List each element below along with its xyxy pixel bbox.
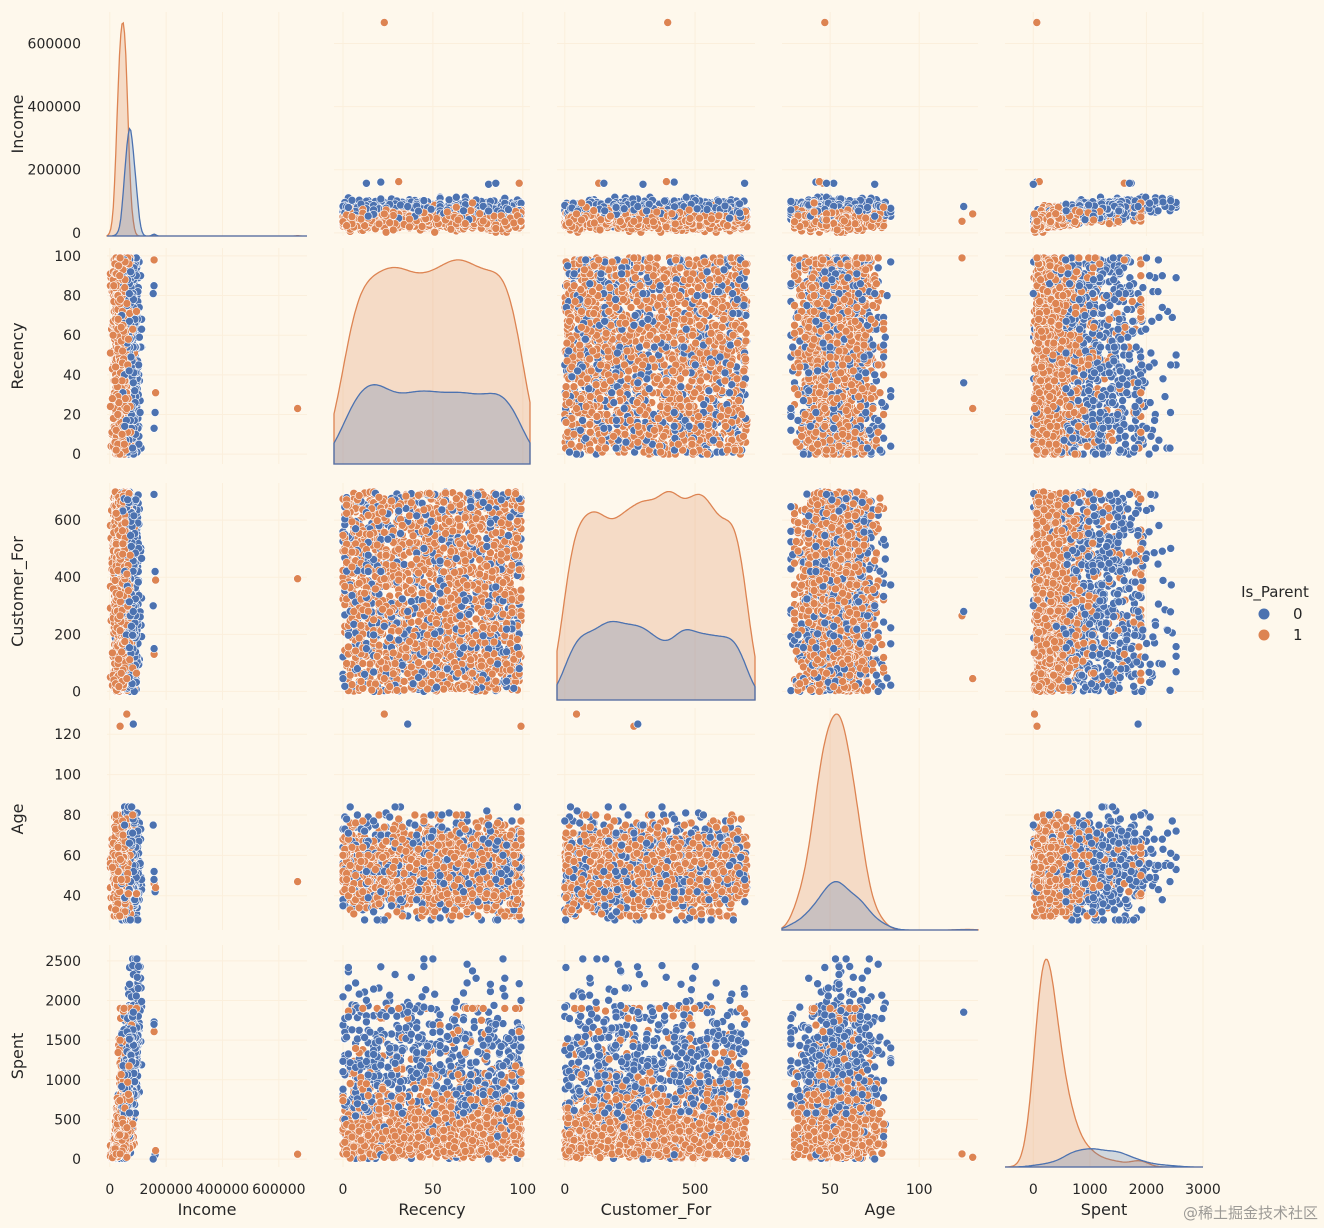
panel-income-vs-income (107, 23, 307, 236)
pairplot-chart: 0200000400000600000020406080100020040060… (0, 0, 1324, 1228)
panel-income-vs-recency (339, 19, 525, 237)
panel-layer (106, 19, 1203, 1168)
kde-income-parent-0 (107, 129, 307, 236)
